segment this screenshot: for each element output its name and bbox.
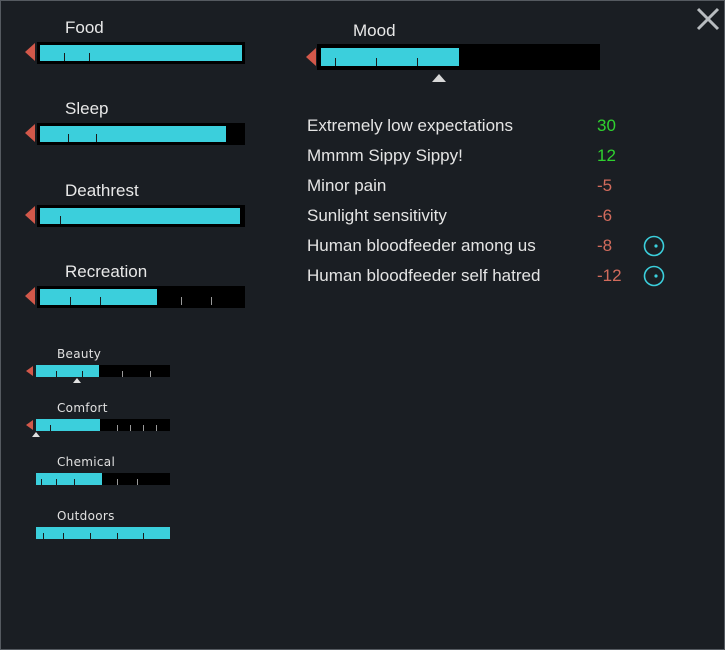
need-label: Comfort <box>57 401 108 415</box>
mood-bar <box>317 44 600 70</box>
threshold-tick <box>117 425 118 431</box>
threshold-tick <box>50 425 51 431</box>
threshold-tick <box>96 134 97 142</box>
need-bar <box>37 123 245 145</box>
need-label: Food <box>65 18 104 37</box>
thought-label: Mmmm Sippy Sippy! <box>307 146 463 165</box>
threshold-tick <box>68 134 69 142</box>
threshold-tick <box>70 297 71 305</box>
target-marker-icon <box>32 432 40 437</box>
thought-row[interactable]: Mmmm Sippy Sippy! 12 <box>307 146 677 170</box>
need-bar-fill <box>40 45 242 61</box>
arrow-down-icon <box>306 48 316 66</box>
need-bar-fill <box>36 527 170 539</box>
need-label: Sleep <box>65 99 109 118</box>
threshold-tick <box>417 58 418 66</box>
threshold-tick <box>117 479 118 485</box>
thought-label: Minor pain <box>307 176 387 195</box>
thought-value: -5 <box>597 176 613 195</box>
thought-row[interactable]: Human bloodfeeder self hatred -12 <box>307 265 677 290</box>
thought-label: Human bloodfeeder self hatred <box>307 266 541 285</box>
threshold-tick <box>211 297 212 305</box>
threshold-tick <box>74 479 75 485</box>
need-bar-fill <box>36 473 102 485</box>
bloodfeeder-icon[interactable] <box>643 235 665 257</box>
arrow-down-icon <box>26 420 33 430</box>
need-bar <box>36 365 170 377</box>
need-bar <box>36 473 170 485</box>
thought-value: -6 <box>597 206 613 225</box>
threshold-tick <box>335 58 336 66</box>
thought-row[interactable]: Human bloodfeeder among us -8 <box>307 235 677 260</box>
need-bar-fill <box>36 419 100 431</box>
threshold-tick <box>56 371 57 377</box>
mood-label: Mood <box>353 21 396 40</box>
thought-value: 30 <box>597 116 616 135</box>
arrow-down-icon <box>25 287 35 305</box>
threshold-tick <box>60 216 61 224</box>
threshold-tick <box>56 479 57 485</box>
need-bar <box>36 419 170 431</box>
threshold-tick <box>122 371 123 377</box>
threshold-tick <box>181 297 182 305</box>
arrow-down-icon <box>25 43 35 61</box>
threshold-tick <box>82 371 83 377</box>
threshold-tick <box>63 533 64 539</box>
threshold-tick <box>100 297 101 305</box>
need-label: Recreation <box>65 262 148 281</box>
threshold-tick <box>137 479 138 485</box>
thought-label: Sunlight sensitivity <box>307 206 447 225</box>
need-label: Deathrest <box>65 181 139 200</box>
threshold-tick <box>376 58 377 66</box>
threshold-tick <box>143 533 144 539</box>
threshold-tick <box>41 479 42 485</box>
target-marker-icon <box>432 74 446 82</box>
need-bar-fill <box>36 365 99 377</box>
thought-row[interactable]: Minor pain -5 <box>307 176 677 200</box>
thought-value: -8 <box>597 236 613 255</box>
need-label: Outdoors <box>57 509 115 523</box>
thought-value: -12 <box>597 266 622 285</box>
mood-bar-fill <box>321 48 459 66</box>
need-bar <box>37 286 245 308</box>
threshold-tick <box>89 53 90 61</box>
close-icon[interactable] <box>695 6 721 32</box>
need-bar <box>37 205 245 227</box>
threshold-tick <box>90 533 91 539</box>
need-bar-fill <box>40 126 226 142</box>
need-bar <box>36 527 170 539</box>
arrow-down-icon <box>25 206 35 224</box>
thought-value: 12 <box>597 146 616 165</box>
arrow-down-icon <box>25 124 35 142</box>
need-bar-fill <box>40 208 240 224</box>
threshold-tick <box>43 533 44 539</box>
threshold-tick <box>156 425 157 431</box>
threshold-tick <box>143 425 144 431</box>
need-bar <box>37 42 245 64</box>
target-marker-icon <box>73 378 81 383</box>
thought-label: Human bloodfeeder among us <box>307 236 536 255</box>
need-label: Beauty <box>57 347 102 361</box>
thought-row[interactable]: Sunlight sensitivity -6 <box>307 206 677 230</box>
need-label: Chemical <box>57 455 116 469</box>
threshold-tick <box>117 533 118 539</box>
bloodfeeder-icon[interactable] <box>643 265 665 287</box>
arrow-down-icon <box>26 366 33 376</box>
threshold-tick <box>64 53 65 61</box>
threshold-tick <box>130 425 131 431</box>
threshold-tick <box>150 371 151 377</box>
need-bar-fill <box>40 289 157 305</box>
thought-label: Extremely low expectations <box>307 116 513 135</box>
thought-row[interactable]: Extremely low expectations 30 <box>307 116 677 140</box>
